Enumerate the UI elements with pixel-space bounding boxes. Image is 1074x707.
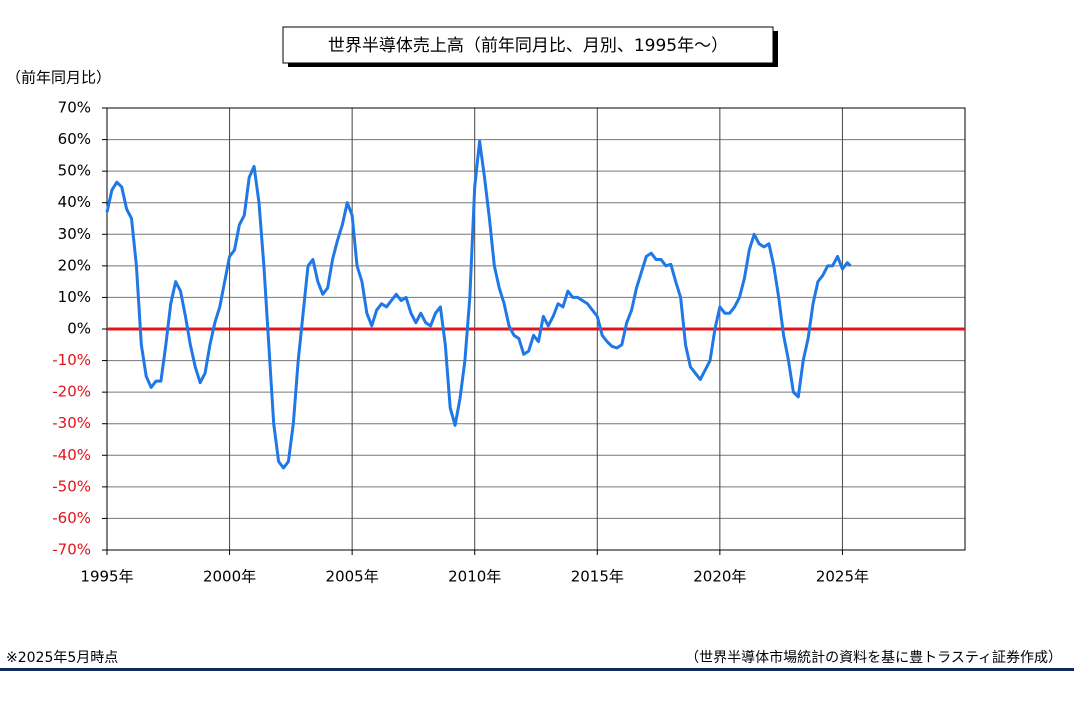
y-tick-label: -40% — [52, 446, 91, 464]
x-tick-label: 2005年 — [326, 568, 379, 586]
source: （世界半導体市場統計の資料を基に豊トラスティ証券作成） — [685, 649, 1062, 666]
chart-title: 世界半導体売上高（前年同月比、月別、1995年～） — [328, 36, 728, 56]
y-tick-label: -30% — [52, 414, 91, 432]
y-tick-label: 20% — [58, 256, 91, 274]
note: ※2025年5月時点 — [6, 650, 118, 666]
footer-rule — [0, 668, 1074, 671]
y-tick-label: 70% — [58, 99, 91, 117]
y-tick-label: -50% — [52, 477, 91, 495]
y-tick-label: 10% — [58, 288, 91, 306]
x-tick-label: 1995年 — [80, 568, 133, 586]
y-tick-label: 60% — [58, 130, 91, 148]
title-box — [282, 26, 774, 64]
y-tick-label: 0% — [67, 320, 91, 338]
y-tick-label: -20% — [52, 383, 91, 401]
x-tick-label: 2020年 — [693, 568, 746, 586]
y-tick-label: 40% — [58, 193, 91, 211]
y-tick-label: 50% — [58, 162, 91, 180]
y-axis-label: （前年同月比） — [6, 69, 111, 87]
y-tick-label: 30% — [58, 225, 91, 243]
series-line — [105, 139, 852, 470]
y-tick-label: -70% — [52, 541, 91, 559]
x-tick-label: 2015年 — [571, 568, 624, 586]
y-tick-label: -60% — [52, 509, 91, 527]
x-tick-label: 2010年 — [448, 568, 501, 586]
x-tick-label: 2025年 — [816, 568, 869, 586]
y-tick-label: -10% — [52, 351, 91, 369]
x-tick-label: 2000年 — [203, 568, 256, 586]
